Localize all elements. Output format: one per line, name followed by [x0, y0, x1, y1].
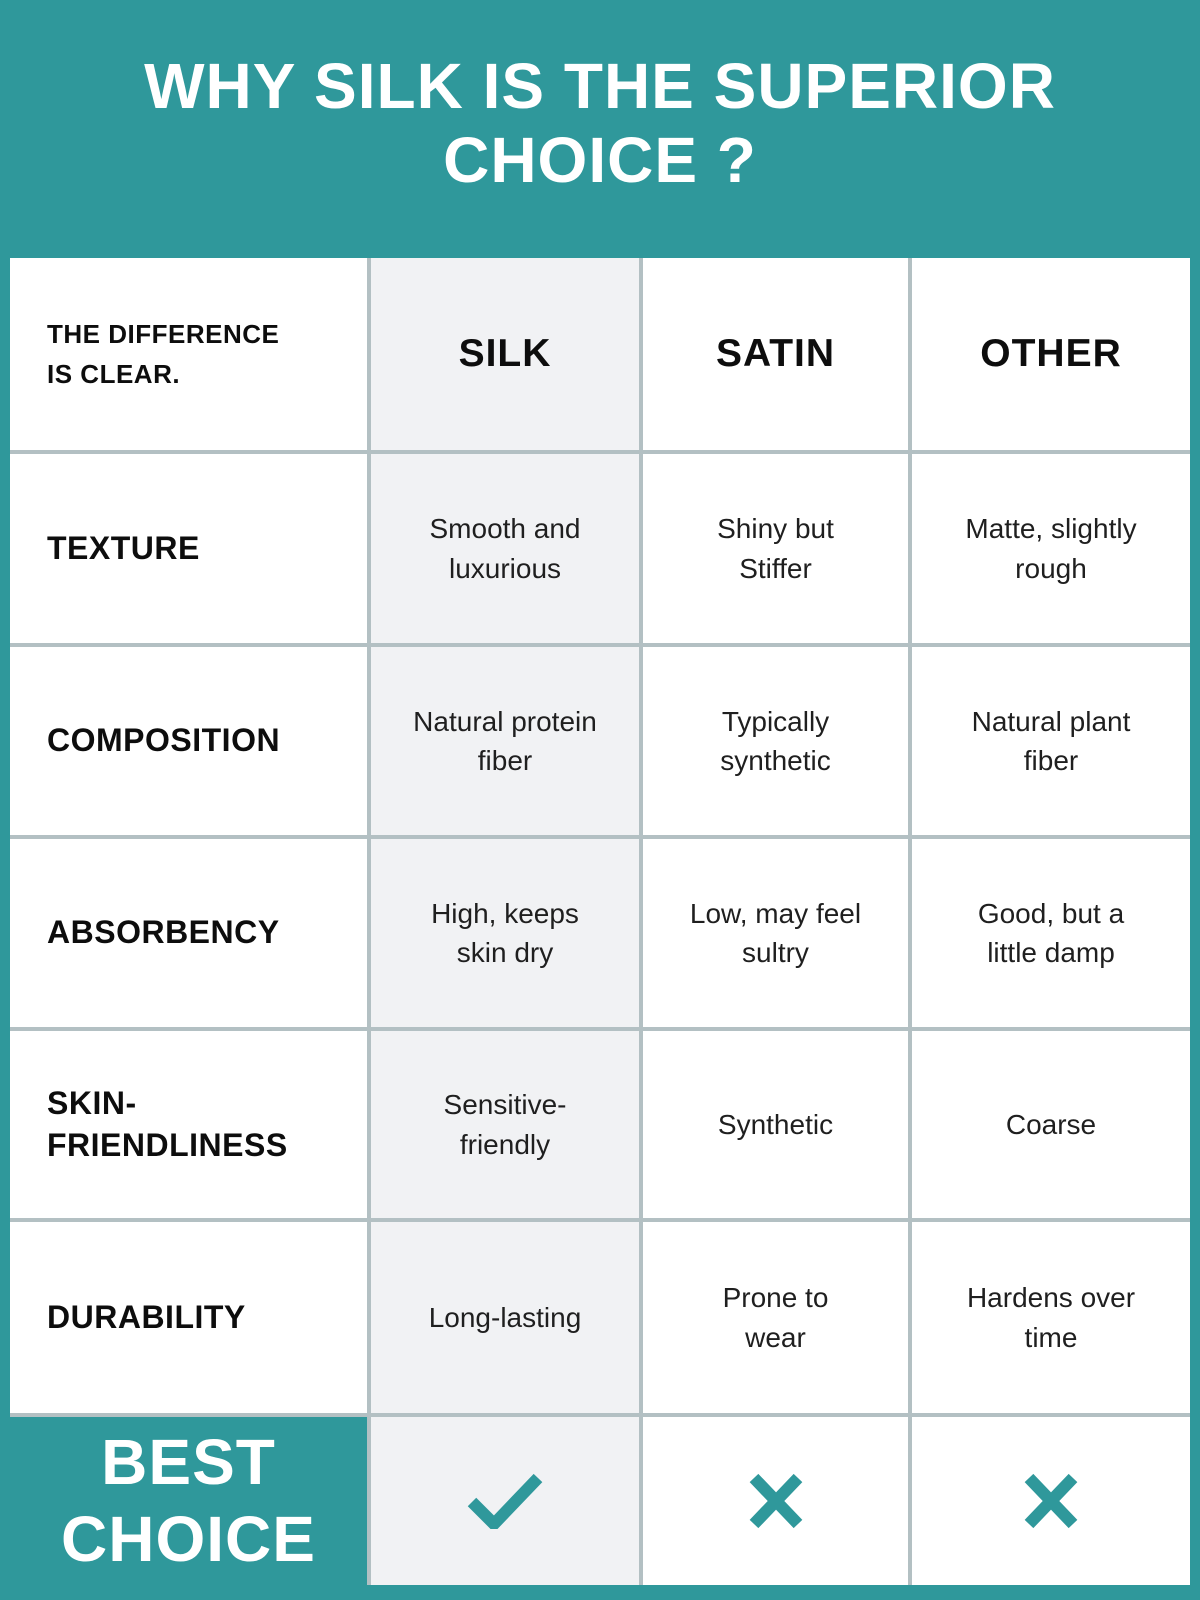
column-header-satin-label: SATIN: [715, 332, 836, 375]
row-label-absorbency: ABSORBENCY: [10, 839, 367, 1027]
comparison-table: THE DIFFERENCE IS CLEAR. SILK SATIN OTHE…: [10, 258, 1190, 1585]
cell-composition-silk-text: Natural protein fiber: [413, 705, 597, 776]
cell-absorbency-other: Good, but a little damp: [912, 839, 1190, 1027]
column-header-silk: SILK: [371, 258, 639, 450]
row-label-skin-friendliness-text: SKIN- FRIENDLINESS: [47, 1084, 288, 1163]
cell-composition-satin: Typically synthetic: [643, 647, 908, 835]
column-header-other: OTHER: [912, 258, 1190, 450]
cell-absorbency-silk-text: High, keeps skin dry: [431, 897, 579, 968]
cell-texture-silk-text: Smooth and luxurious: [429, 513, 581, 584]
cell-absorbency-satin: Low, may feel sultry: [643, 839, 908, 1027]
cell-composition-other-text: Natural plant fiber: [971, 705, 1131, 776]
row-label-texture-text: TEXTURE: [47, 529, 200, 566]
cell-skin-friendliness-silk: Sensitive- friendly: [371, 1031, 639, 1218]
cross-icon: [749, 1473, 802, 1529]
cell-texture-satin-text: Shiny but Stiffer: [717, 513, 834, 584]
cell-skin-friendliness-silk-text: Sensitive- friendly: [443, 1089, 567, 1160]
cell-durability-silk-text: Long-lasting: [428, 1301, 582, 1333]
cell-best-choice-satin: [643, 1417, 908, 1585]
cell-absorbency-satin-text: Low, may feel sultry: [689, 897, 862, 968]
cell-skin-friendliness-other: Coarse: [912, 1031, 1190, 1218]
row-label-composition: COMPOSITION: [10, 647, 367, 835]
best-choice-label-cell: BEST CHOICE: [10, 1417, 367, 1585]
cross-icon: [1024, 1473, 1078, 1529]
cell-composition-satin-text: Typically synthetic: [720, 705, 831, 776]
cell-skin-friendliness-other-text: Coarse: [1005, 1108, 1097, 1140]
row-label-texture: TEXTURE: [10, 454, 367, 643]
cell-skin-friendliness-satin: Synthetic: [643, 1031, 908, 1218]
column-header-satin: SATIN: [643, 258, 908, 450]
cell-texture-silk: Smooth and luxurious: [371, 454, 639, 643]
cell-composition-silk: Natural protein fiber: [371, 647, 639, 835]
cell-texture-satin: Shiny but Stiffer: [643, 454, 908, 643]
cell-durability-silk: Long-lasting: [371, 1222, 639, 1413]
row-label-skin-friendliness: SKIN- FRIENDLINESS: [10, 1031, 367, 1218]
cell-texture-other: Matte, slightly rough: [912, 454, 1190, 643]
row-label-composition-text: COMPOSITION: [47, 722, 281, 759]
column-header-other-label: OTHER: [980, 332, 1122, 375]
page-title: WHY SILK IS THE SUPERIOR CHOICE ?: [144, 50, 1056, 196]
cell-composition-other: Natural plant fiber: [912, 647, 1190, 835]
column-header-silk-label: SILK: [458, 332, 552, 375]
row-label-durability: DURABILITY: [10, 1222, 367, 1413]
cell-best-choice-other: [912, 1417, 1190, 1585]
row-label-absorbency-text: ABSORBENCY: [47, 914, 280, 951]
cell-durability-satin: Prone to wear: [643, 1222, 908, 1413]
cell-best-choice-silk: [371, 1417, 639, 1585]
cell-durability-satin-text: Prone to wear: [722, 1282, 829, 1353]
check-icon: [467, 1473, 543, 1529]
cell-texture-other-text: Matte, slightly rough: [965, 513, 1137, 584]
corner-note: THE DIFFERENCE IS CLEAR.: [47, 318, 280, 389]
best-choice-label: BEST CHOICE: [61, 1426, 316, 1575]
row-label-durability-text: DURABILITY: [47, 1298, 246, 1335]
cell-durability-other: Hardens over time: [912, 1222, 1190, 1413]
cell-absorbency-other-text: Good, but a little damp: [977, 897, 1125, 968]
cell-durability-other-text: Hardens over time: [966, 1282, 1136, 1353]
corner-cell: THE DIFFERENCE IS CLEAR.: [10, 258, 367, 450]
cell-absorbency-silk: High, keeps skin dry: [371, 839, 639, 1027]
cell-skin-friendliness-satin-text: Synthetic: [717, 1108, 834, 1140]
